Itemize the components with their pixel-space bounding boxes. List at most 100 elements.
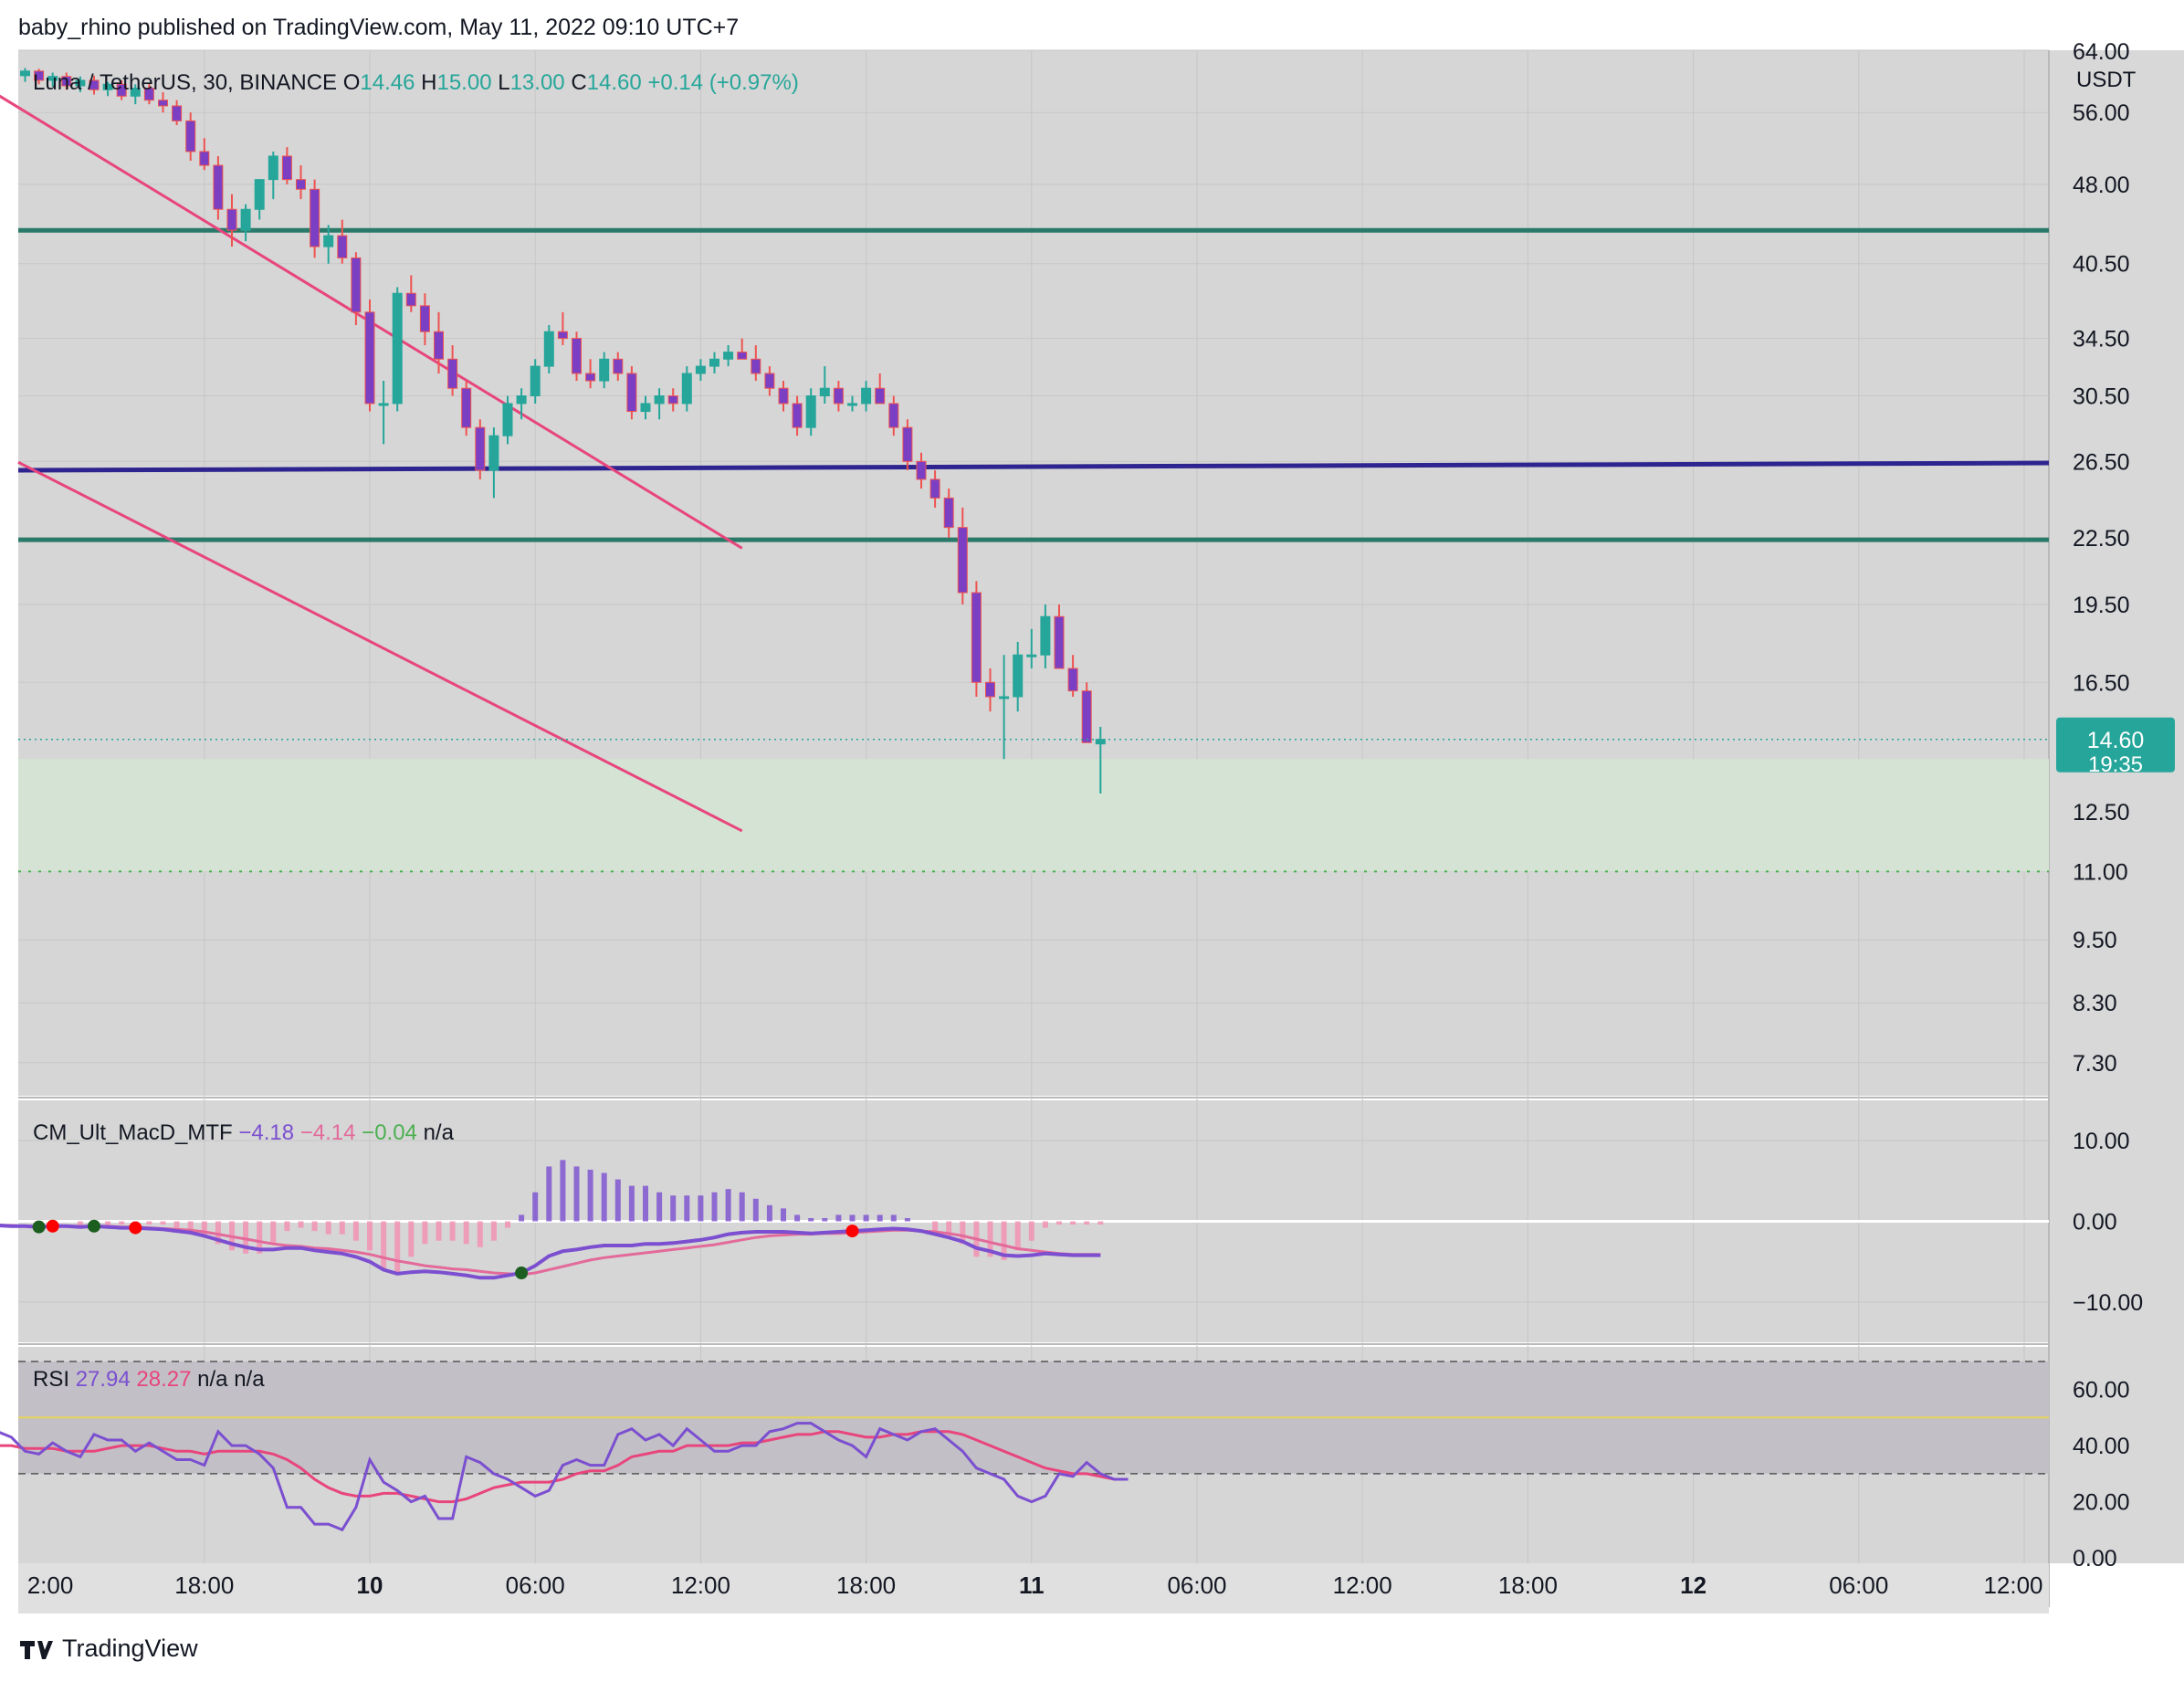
candle-body — [130, 88, 141, 97]
time-tick-label: 11 — [1019, 1572, 1045, 1599]
candle — [226, 194, 237, 247]
macd-histogram-bar — [519, 1214, 525, 1222]
macd-histogram-bar — [725, 1189, 731, 1222]
candle-body — [172, 105, 183, 121]
time-tick-label: 18:00 — [836, 1572, 896, 1599]
macd-legend-value: −4.14 — [300, 1120, 362, 1145]
macd-histogram-bar — [1001, 1221, 1007, 1260]
candle — [778, 381, 789, 412]
candle-body — [34, 70, 45, 81]
price-tick-label: 64.00 — [2073, 39, 2130, 65]
candle — [488, 427, 499, 499]
legend-part: O — [343, 70, 361, 95]
candle-body — [530, 365, 541, 397]
macd-cross-dot — [32, 1220, 46, 1234]
macd-histogram-bar — [298, 1221, 304, 1228]
candle — [723, 345, 734, 367]
price-tag-countdown: 19:35 — [2088, 752, 2143, 777]
rsi-legend: RSI 27.94 28.27 n/a n/a — [33, 1367, 265, 1392]
candle — [199, 138, 210, 171]
price-tick-label: 22.50 — [2073, 526, 2130, 552]
candle — [475, 419, 486, 479]
candle — [296, 165, 306, 200]
macd-histogram-bar — [960, 1221, 966, 1245]
candle-body — [805, 395, 816, 428]
candle — [143, 83, 154, 105]
macd-histogram-bar — [284, 1221, 290, 1232]
macd-line — [0, 1224, 1101, 1280]
legend-part: 14.46 — [360, 70, 421, 95]
macd-histogram-bar — [449, 1221, 456, 1241]
macd-histogram-bar — [257, 1221, 263, 1254]
candle — [943, 489, 954, 538]
macd-histogram-bar — [352, 1221, 359, 1241]
macd-cross-dot — [46, 1219, 59, 1233]
candle-body — [419, 305, 430, 332]
candle — [709, 352, 719, 373]
candle — [557, 311, 568, 346]
candle-body — [723, 352, 734, 360]
macd-tick-label: 10.00 — [2073, 1129, 2130, 1154]
macd-histogram-bar — [849, 1214, 856, 1222]
time-tick-label: 12:00 — [1333, 1572, 1392, 1599]
candle-body — [185, 120, 196, 152]
tradingview-brand: TradingView — [62, 1635, 198, 1662]
macd-histogram-bar — [367, 1221, 373, 1251]
candle-body — [819, 387, 830, 397]
macd-histogram-bar — [1056, 1221, 1062, 1225]
price-tick-label: 19.50 — [2073, 593, 2130, 618]
macd-histogram-bar — [119, 1221, 125, 1225]
price-tick-label: 34.50 — [2073, 327, 2130, 352]
price-tick-label: 8.30 — [2073, 991, 2117, 1016]
price-tick-label: 7.30 — [2073, 1051, 2117, 1077]
candle — [667, 388, 678, 412]
price-tick-label: 16.50 — [2073, 670, 2130, 696]
time-axis-bg — [18, 1563, 2049, 1614]
candle — [819, 366, 830, 404]
candle-body — [999, 696, 1010, 699]
macd-histogram-bar — [1042, 1221, 1048, 1228]
candle-body — [695, 365, 706, 374]
candle — [613, 352, 624, 382]
candle — [351, 252, 362, 325]
candle-body — [778, 387, 789, 405]
candle — [971, 581, 982, 697]
candle-body — [557, 331, 568, 340]
candle-body — [833, 387, 844, 405]
macd-histogram-bar — [477, 1221, 483, 1247]
time-tick-label: 12:00 — [1983, 1572, 2042, 1599]
macd-legend-name: CM_Ult_MacD_MTF — [33, 1120, 238, 1145]
candle-body — [572, 338, 582, 374]
macd-histogram-bar — [436, 1221, 442, 1241]
candle-body — [654, 395, 665, 405]
price-tag — [2056, 717, 2175, 773]
candle — [130, 84, 141, 105]
price-tag-value: 14.60 — [2087, 728, 2145, 753]
candle — [75, 76, 86, 92]
legend-part: +0.14 (+0.97%) — [647, 70, 798, 95]
candle — [1026, 628, 1037, 669]
macd-histogram-bar — [546, 1166, 552, 1222]
candle — [34, 68, 45, 85]
candle — [599, 352, 610, 389]
candle-body — [75, 79, 86, 87]
candle-body — [985, 681, 995, 698]
macd-cross-dot — [515, 1267, 529, 1280]
candle — [516, 388, 527, 420]
candle — [461, 381, 472, 436]
candle — [61, 72, 72, 90]
candle — [626, 366, 637, 420]
macd-tick-label: 0.00 — [2073, 1210, 2117, 1235]
channel-upper-line — [0, 94, 743, 550]
candle — [254, 179, 265, 220]
candle-body — [1040, 615, 1051, 656]
rsi-legend-value: n/a — [197, 1367, 234, 1392]
candle — [185, 112, 196, 161]
macd-histogram-bar — [1028, 1221, 1034, 1241]
macd-histogram-bar — [932, 1221, 939, 1232]
candle-body — [254, 179, 265, 210]
time-tick-label: 12:00 — [671, 1572, 730, 1599]
macd-histogram-bar — [394, 1221, 401, 1274]
price-tick-label: 40.50 — [2073, 252, 2130, 278]
